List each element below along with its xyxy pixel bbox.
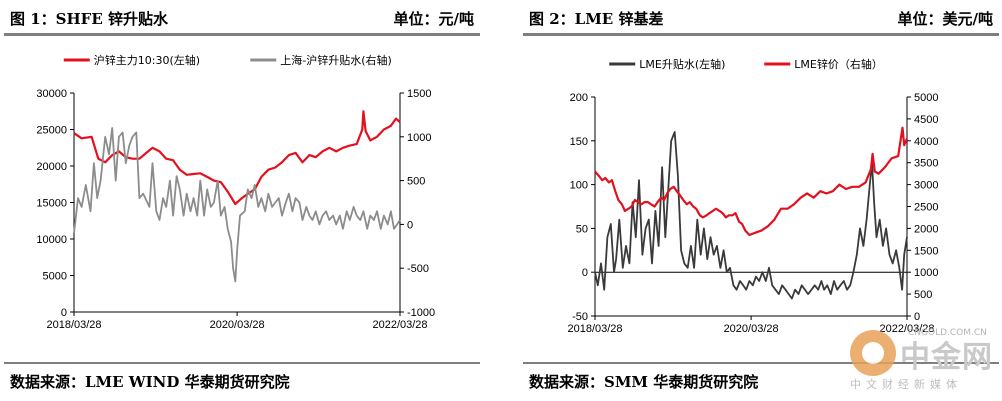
panel-header: 图 1：SHFE 锌升贴水 单位：元/吨 [4,6,480,30]
right-tick-label: 500 [407,176,425,188]
left-tick-label: 5000 [43,271,67,283]
x-tick-label: 2018/03/28 [46,319,101,331]
x-tick-label: 2018/03/28 [567,323,622,335]
legend-label-2: LME锌价（右轴） [794,57,883,71]
series-line-1 [73,110,401,206]
panel-header: 图 2：LME 锌基差 单位：美元/吨 [523,6,999,30]
right-tick-label: 4000 [914,136,938,148]
watermark-name: 中金网 [900,340,993,375]
watermark-url: CNGOLD.COM.CN [908,328,987,338]
x-tick-label: 2022/03/28 [372,319,427,331]
legend-label-2: 上海-沪锌升贴水(右轴) [280,53,392,67]
legend-label-1: LME升贴水(左轴) [639,57,725,71]
left-tick-label: 150 [570,136,588,148]
left-tick-label: 20000 [36,161,67,173]
shfe-zinc-chart: 0 5000 10000 15000 20000 25000 30000 -1000 -500 0… [36,53,435,331]
right-tick-label: 1500 [407,88,431,100]
right-tick-label: -1000 [407,307,435,319]
source-note: 数据来源：LME WIND 华泰期货研究院 [10,373,290,391]
chart-title: 图 2：LME 锌基差 [529,10,664,28]
source-rule [523,362,999,364]
chart-panel-lme: 图 2：LME 锌基差 单位：美元/吨 -50 0 50 100 150 200 0 500 1… [523,0,999,401]
chart-title: 图 1：SHFE 锌升贴水 [10,10,168,28]
series-line-1 [594,131,908,300]
left-tick-label: 10000 [36,234,67,246]
left-tick-label: 200 [570,92,588,104]
right-tick-label: -500 [407,263,429,275]
watermark: CNGOLD.COM.CN 中金网 中文财经新媒体 [850,328,1000,392]
left-tick-label: 100 [570,180,588,192]
watermark-logo-icon [850,330,896,376]
right-tick-label: 0 [914,311,920,323]
left-tick-label: 25000 [36,125,67,137]
right-tick-label: 3000 [914,180,938,192]
right-tick-label: 2500 [914,202,938,214]
right-tick-label: 2000 [914,223,938,235]
series-line-2 [73,127,401,283]
x-tick-label: 2020/03/28 [210,319,265,331]
right-tick-label: 1000 [914,267,938,279]
lme-zinc-chart: -500501001502000500100015002000250030003… [567,57,938,335]
right-tick-label: 5000 [914,92,938,104]
source-rule [4,362,480,364]
title-rule [523,33,999,36]
chart-panel-shfe: 图 1：SHFE 锌升贴水 单位：元/吨 0 5000 10000 15000 2000… [4,0,480,401]
legend-label-1: 沪锌主力10:30(左轴) [94,53,200,67]
right-tick-label: 1500 [914,245,938,257]
right-tick-label: 1000 [407,132,431,144]
right-tick-label: 3500 [914,158,938,170]
left-tick-label: 30000 [36,88,67,100]
title-rule [4,33,480,36]
unit-label: 单位：元/吨 [393,10,474,28]
x-tick-label: 2020/03/28 [724,323,779,335]
right-tick-label: 500 [914,289,932,301]
left-tick-label: 0 [61,307,67,319]
right-tick-label: 0 [407,219,413,231]
left-tick-label: 0 [582,267,588,279]
right-tick-label: 4500 [914,114,938,126]
x-tick-label: 2022/03/28 [879,323,934,335]
source-note: 数据来源：SMM 华泰期货研究院 [529,373,759,391]
left-tick-label: -50 [572,311,588,323]
watermark-tagline: 中文财经新媒体 [850,378,962,391]
unit-label: 单位：美元/吨 [897,10,993,28]
left-tick-label: 15000 [36,198,67,210]
series-line-2 [594,126,909,237]
left-tick-label: 50 [576,223,588,235]
watermark-logo-center [862,342,884,364]
